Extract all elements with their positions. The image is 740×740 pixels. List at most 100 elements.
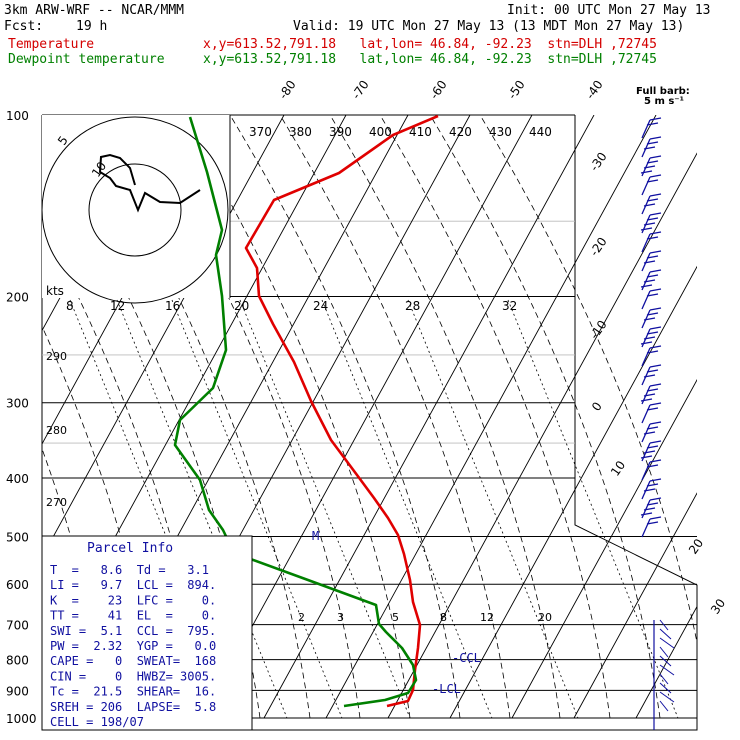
forecast-hour: 19 h	[76, 19, 108, 34]
isotherm-label: 30	[708, 596, 728, 617]
temperature-legend-label: Temperature	[8, 37, 95, 52]
hodograph-ring-5	[88, 163, 182, 257]
wind-barb-flag	[646, 293, 659, 297]
wind-barb-flag	[649, 307, 662, 311]
wind-barb-flag	[649, 250, 662, 254]
parcel-info-row: K = 23 LFC = 0.	[50, 593, 216, 607]
hodograph-trace	[98, 153, 201, 213]
mixing-ratio-label: 16	[165, 299, 180, 313]
wind-barb-flag	[646, 369, 659, 373]
isotherm-line	[635, 605, 697, 719]
wind-barb-flag	[649, 345, 662, 349]
dry-adiabat	[179, 115, 411, 719]
wind-barb-flag	[640, 341, 653, 345]
mixing-ratio-low-label: 20	[538, 611, 552, 624]
wind-barb-flag	[649, 155, 662, 159]
barb-legend-line2: 5 m s⁻¹	[644, 96, 684, 107]
isotherm-line	[201, 115, 533, 719]
isotherm-label: -40	[583, 78, 606, 102]
wind-barb-flag	[643, 222, 656, 226]
wind-barb-flag	[649, 402, 662, 406]
wind-barb-low	[659, 619, 669, 631]
isotherm-label: -20	[587, 235, 610, 259]
wind-barb-staff	[641, 119, 651, 139]
forecast-label: Fcst:	[4, 19, 44, 34]
kts-label: kts	[46, 284, 64, 298]
dry-adiabat	[379, 115, 611, 719]
wind-barb-flag	[646, 236, 659, 240]
wind-barb-flag	[646, 331, 659, 335]
wind-barb-low	[659, 673, 669, 685]
wind-barb-low	[659, 664, 675, 676]
wind-barb-flag	[646, 312, 659, 316]
theta-left-label: 270	[46, 496, 67, 509]
dry-adiabat	[279, 115, 511, 719]
wind-barb-flag	[643, 203, 656, 207]
mixing-ratio-low-label: 12	[480, 611, 494, 624]
dry-adiabat	[329, 115, 561, 719]
wind-barb-low	[659, 628, 672, 640]
init-time: Init: 00 UTC Mon 27 May 13	[507, 3, 711, 18]
wind-barb-low	[659, 700, 669, 712]
wind-barb-flag	[646, 141, 659, 145]
wind-barb-flag	[646, 407, 659, 411]
model-title: 3km ARW-WRF -- NCAR/MMM	[4, 3, 185, 18]
dry-adiabat	[79, 115, 311, 719]
mixing-ratio-line	[407, 299, 579, 719]
theta-label: 410	[409, 125, 432, 139]
parcel-info-row: SREH = 206 LAPSE= 5.8	[50, 700, 216, 714]
wind-barb-flag	[643, 279, 656, 283]
mixing-ratio-low-label: 3	[337, 611, 344, 624]
wind-barb-flag	[649, 459, 662, 463]
wind-barb-flag	[649, 421, 662, 425]
wind-barb-flag	[646, 483, 659, 487]
wind-barb-flag	[646, 198, 659, 202]
parcel-info-row: SWI = 5.1 CCL = 795.	[50, 624, 216, 638]
dewpoint-profile	[173, 116, 418, 708]
mixing-ratio-label: 20	[234, 299, 249, 313]
pressure-tick-label: 600	[6, 578, 29, 592]
wind-barb-flag	[649, 212, 662, 216]
isotherm-label: 10	[608, 458, 628, 479]
pressure-tick-label: 900	[6, 684, 29, 698]
wind-barb-flag	[646, 502, 659, 506]
pressure-tick-label: 300	[6, 397, 29, 411]
theta-label: 400	[369, 125, 392, 139]
wind-barb-flag	[640, 455, 653, 459]
wind-barb-flag	[640, 398, 653, 402]
wind-barb-flag	[649, 193, 662, 197]
wind-barb-flag	[649, 326, 662, 330]
theta-label: 380	[289, 125, 312, 139]
wind-barb-flag	[649, 288, 662, 292]
wind-barb-flag	[640, 227, 653, 231]
isotherm-label: -30	[587, 150, 610, 174]
wind-barb-flag	[649, 136, 662, 140]
theta-label: 370	[249, 125, 272, 139]
parcel-info-row: TT = 41 EL = 0.	[50, 609, 216, 623]
wind-barb-flag	[646, 521, 659, 525]
parcel-info-row: T = 8.6 Td = 3.1	[50, 563, 209, 577]
barb-legend-line1: Full barb:	[636, 86, 690, 97]
sounding-profiles	[173, 115, 439, 708]
pressure-tick-label: 200	[6, 291, 29, 305]
isotherm-label: -60	[427, 78, 450, 102]
m-marker: M	[312, 529, 319, 543]
wind-barb-flag	[649, 269, 662, 273]
wind-barb-staff	[641, 404, 651, 424]
wind-barb-flag	[643, 165, 656, 169]
isotherm-label: 0	[589, 399, 605, 413]
wind-barb-low	[659, 691, 675, 703]
pressure-tick-label: 400	[6, 472, 29, 486]
parcel-info-row: Tc = 21.5 SHEAR= 16.	[50, 685, 216, 699]
theta-left-label: 280	[46, 424, 67, 437]
wind-barb-flag	[643, 488, 656, 492]
wind-barb-flag	[646, 426, 659, 430]
wind-barb-flag	[646, 388, 659, 392]
wind-barb-flag	[646, 255, 659, 259]
isotherm-line	[387, 152, 697, 719]
wind-barb-flag	[649, 117, 662, 121]
wind-barb-flag	[646, 464, 659, 468]
wind-barb-staff	[641, 347, 651, 367]
dewpoint-legend-label: Dewpoint temperature	[8, 52, 165, 67]
wind-barb-flag	[649, 478, 662, 482]
